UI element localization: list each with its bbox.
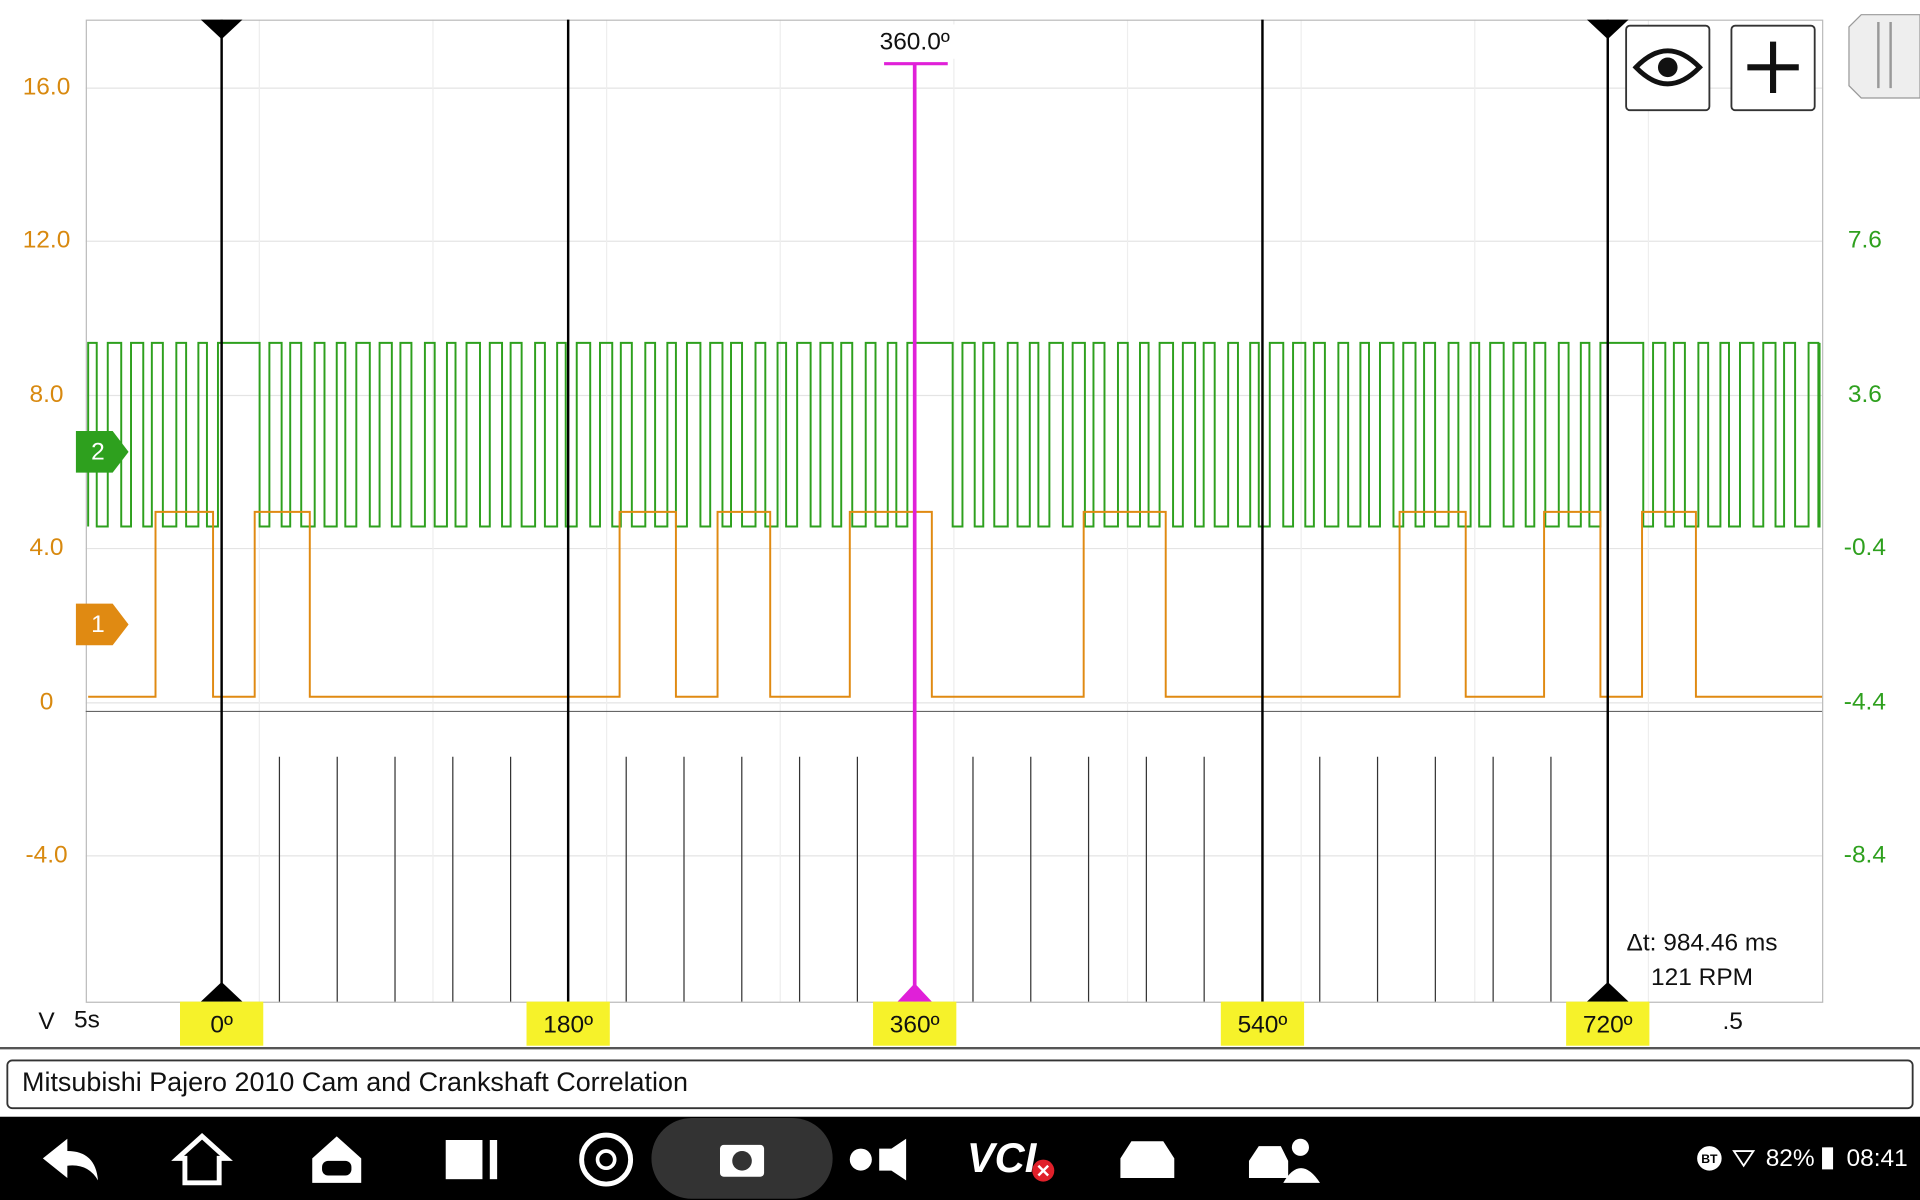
axis-labels: 16.0 12.0 8.0 4.0 0 -4.0 7.6 3.6 -0.4 -4.4 -8.4 0º 1… [23, 74, 1886, 1046]
clock: 08:41 [1847, 1145, 1908, 1172]
unit-label: V [38, 1008, 55, 1035]
battery-level: 82% [1766, 1145, 1815, 1172]
vehicle-button[interactable] [1120, 1141, 1175, 1178]
grid [85, 19, 1823, 1002]
time-base[interactable]: 5s [74, 1007, 100, 1034]
cursor-label-bg [869, 24, 960, 59]
recents-button[interactable] [445, 1140, 483, 1180]
right-tick-label: 3.6 [1848, 381, 1882, 408]
right-tick-label: -0.4 [1844, 534, 1886, 561]
cursors [200, 19, 1629, 1002]
angle-marker: 540º [1238, 1012, 1288, 1039]
plus-icon [1747, 41, 1799, 94]
session-title: Mitsubishi Pajero 2010 Cam and Crankshaf… [22, 1067, 688, 1097]
right-tick-label: -4.4 [1844, 688, 1886, 715]
side-panel-handle[interactable] [1848, 14, 1920, 99]
channel-2-label: 2 [91, 439, 105, 466]
left-tick-label: -4.0 [25, 841, 67, 868]
rpm: 121 RPM [1651, 964, 1753, 991]
right-tick-label: -8.4 [1844, 841, 1886, 868]
wifi-icon [1732, 1150, 1756, 1168]
channel-1-marker[interactable] [75, 603, 129, 646]
service-head [1291, 1138, 1309, 1156]
angle-marker-bg [526, 1001, 610, 1046]
left-tick-label: 12.0 [23, 227, 71, 254]
handle-grip [1877, 22, 1892, 89]
angle-marker-bg [180, 1001, 264, 1046]
channel-1-label: 1 [91, 611, 105, 638]
brightness-button[interactable] [849, 1148, 872, 1171]
vci-button[interactable]: VCI [967, 1134, 1038, 1181]
channel-2-trace [87, 341, 1821, 528]
eye-pupil [1657, 57, 1678, 78]
bt-icon [1697, 1146, 1722, 1171]
channel-1-trace [88, 510, 1823, 698]
angle-marker-bg [1566, 1001, 1650, 1046]
cursor-top-handle [1586, 19, 1629, 40]
channel-2-marker[interactable] [75, 431, 129, 473]
cursor-bottom-handle [1586, 982, 1629, 1002]
android-icon [322, 1160, 352, 1176]
recents-bar [489, 1140, 498, 1180]
cursor-top-handle [200, 19, 243, 40]
cursor-bottom-handle [200, 982, 243, 1002]
nav-bar [0, 1116, 1920, 1200]
angle-marker-bg [1220, 1001, 1305, 1046]
back-button[interactable] [42, 1138, 98, 1181]
crank-teeth [278, 756, 1552, 1002]
browser-button[interactable] [579, 1132, 634, 1187]
angle-marker: 360º [890, 1012, 940, 1039]
left-tick-label: 4.0 [30, 534, 64, 561]
angle-marker-bg [873, 1001, 957, 1046]
right-tick-label: 7.6 [1848, 227, 1882, 254]
battery-icon [1822, 1147, 1834, 1170]
cursor-label: 360.0º [880, 28, 950, 55]
x-end-label: .5 [1722, 1008, 1742, 1035]
home-button[interactable] [171, 1133, 233, 1186]
left-tick-label: 0 [40, 688, 54, 715]
angle-marker: 720º [1583, 1012, 1633, 1039]
eye-icon [1632, 48, 1703, 87]
camera-lens [732, 1151, 752, 1171]
angle-marker: 0º [210, 1012, 233, 1039]
vci-error-x [1037, 1164, 1050, 1177]
service-body [1283, 1168, 1320, 1183]
delta-t: Δt: 984.46 ms [1627, 930, 1778, 957]
service-button[interactable] [1248, 1146, 1289, 1178]
volume-icon [879, 1138, 907, 1181]
bt-label: BT [1701, 1152, 1718, 1166]
left-tick-label: 16.0 [23, 74, 71, 101]
left-tick-label: 8.0 [30, 381, 64, 408]
angle-marker: 180º [543, 1012, 593, 1039]
cursor-handle[interactable] [897, 983, 932, 1002]
title-box[interactable] [6, 1059, 1914, 1110]
browser-center [595, 1149, 617, 1170]
